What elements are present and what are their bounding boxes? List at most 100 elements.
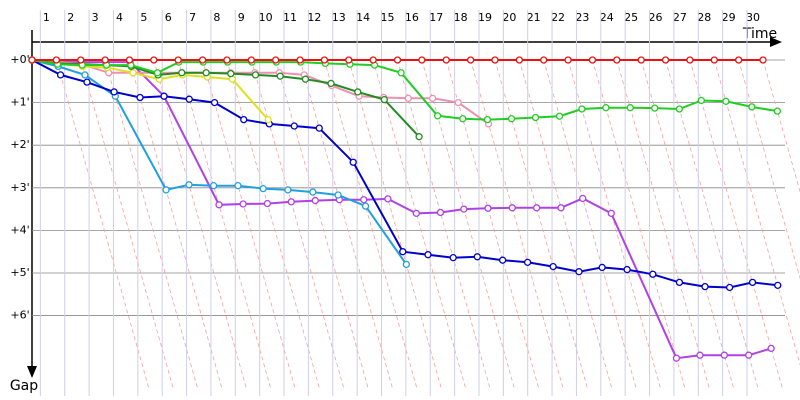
x-tick-label: 23 — [575, 11, 589, 24]
x-tick-label: 30 — [746, 11, 760, 24]
data-point — [748, 103, 756, 111]
data-point — [557, 204, 565, 212]
data-point — [240, 115, 248, 124]
data-point — [264, 115, 272, 124]
data-point — [399, 248, 407, 256]
data-point — [56, 71, 65, 79]
data-point — [227, 69, 235, 78]
data-point — [345, 56, 353, 64]
data-point — [483, 115, 492, 124]
x-tick-label: 27 — [673, 11, 687, 24]
data-point — [234, 182, 242, 190]
data-point — [575, 268, 583, 276]
data-point — [675, 105, 683, 113]
time-guide — [640, 59, 734, 389]
data-point — [433, 112, 442, 120]
data-point — [415, 133, 423, 141]
x-axis-arrow — [770, 37, 782, 47]
x-tick-label: 1 — [43, 11, 50, 24]
data-point — [210, 98, 219, 107]
x-tick-label: 28 — [697, 11, 711, 24]
x-tick-label: 12 — [307, 11, 321, 24]
data-point — [532, 204, 541, 212]
data-point — [649, 270, 657, 278]
x-tick-label: 20 — [502, 11, 516, 24]
time-guide — [616, 59, 710, 389]
data-point — [334, 191, 342, 199]
time-guide — [104, 59, 198, 389]
time-guide — [250, 59, 345, 389]
data-point — [626, 104, 634, 112]
data-point — [83, 78, 91, 86]
data-point — [540, 56, 548, 64]
data-point — [701, 282, 709, 291]
data-point — [498, 256, 507, 264]
data-point — [174, 56, 182, 64]
data-point — [263, 199, 272, 208]
time-guide — [665, 59, 759, 389]
x-tick-label: 14 — [356, 11, 370, 24]
data-point — [748, 278, 757, 287]
time-guide — [494, 59, 588, 389]
data-point — [101, 56, 109, 64]
data-point — [555, 112, 564, 120]
y-tick-label: +6' — [10, 309, 29, 322]
data-point — [404, 94, 412, 102]
data-point — [767, 344, 775, 353]
data-point — [484, 204, 492, 212]
data-point — [223, 56, 231, 64]
time-guide — [226, 59, 320, 389]
time-guide — [372, 59, 466, 389]
data-point — [412, 209, 420, 218]
data-point — [259, 184, 267, 193]
data-point — [361, 202, 370, 210]
data-point — [773, 107, 782, 115]
data-point — [466, 56, 475, 64]
data-point — [607, 209, 615, 218]
series-line — [31, 59, 408, 266]
data-point — [651, 104, 659, 112]
data-point — [710, 56, 718, 64]
data-point — [725, 283, 734, 292]
data-point — [81, 71, 89, 79]
data-point — [696, 351, 704, 359]
data-point — [349, 158, 357, 166]
x-tick-label: 24 — [600, 11, 614, 24]
time-guide — [713, 59, 800, 366]
x-axis-label: Time — [742, 26, 777, 42]
data-point — [523, 258, 532, 266]
data-point — [436, 208, 445, 217]
data-point — [491, 56, 499, 64]
data-point — [239, 200, 247, 208]
x-tick-label: 9 — [238, 11, 245, 24]
data-point — [449, 254, 457, 262]
time-guide — [445, 59, 540, 389]
x-tick-label: 18 — [454, 11, 468, 24]
data-point — [202, 69, 210, 77]
data-point — [320, 56, 329, 64]
data-point — [473, 253, 481, 261]
x-tick-label: 29 — [722, 11, 736, 24]
time-guide — [55, 59, 150, 389]
data-point — [759, 56, 767, 64]
x-tick-label: 22 — [551, 11, 565, 24]
data-point — [52, 56, 61, 64]
data-point — [531, 113, 540, 122]
data-point — [579, 194, 587, 203]
x-tick-label: 16 — [405, 11, 419, 24]
data-point — [136, 93, 144, 102]
data-point — [209, 182, 218, 190]
x-tick-label: 2 — [67, 11, 74, 24]
y-tick-label: +5' — [10, 266, 29, 279]
x-tick-label: 3 — [92, 11, 99, 24]
x-tick-label: 4 — [116, 11, 123, 24]
y-tick-label: +2' — [10, 138, 29, 151]
data-point — [722, 97, 730, 105]
data-point — [276, 72, 284, 80]
data-point — [686, 56, 694, 64]
data-point — [129, 69, 137, 77]
time-guide — [738, 59, 800, 280]
data-point — [508, 204, 516, 212]
time-guide — [592, 59, 686, 389]
